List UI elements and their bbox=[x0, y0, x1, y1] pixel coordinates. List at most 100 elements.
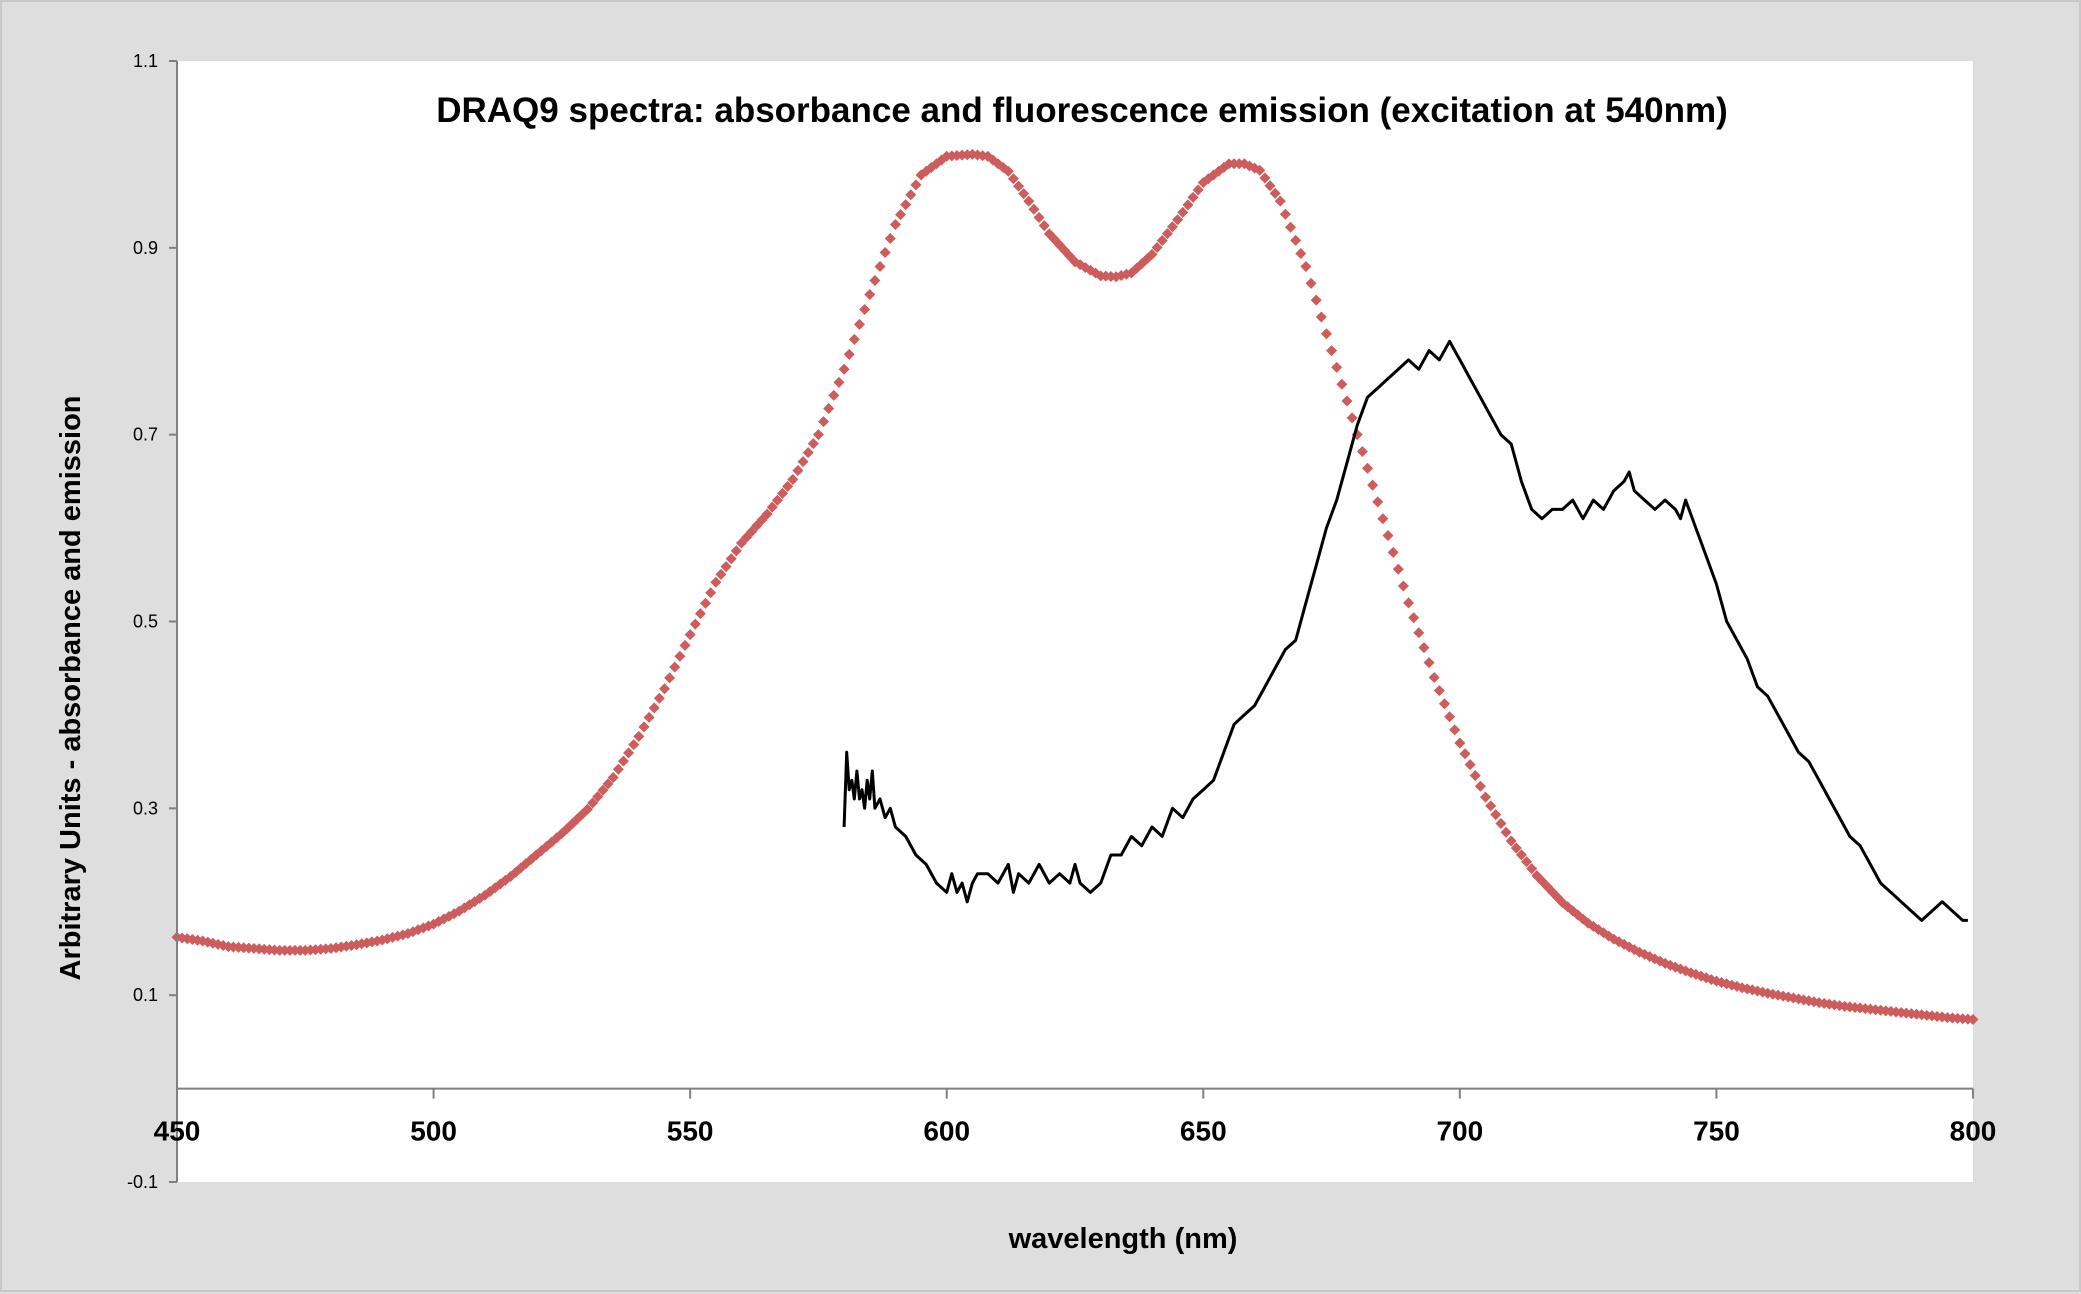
absorbance-marker bbox=[1305, 277, 1317, 289]
absorbance-marker bbox=[905, 189, 917, 201]
absorbance-marker bbox=[1361, 462, 1373, 474]
x-tick-label: 450 bbox=[154, 1116, 201, 1147]
absorbance-marker bbox=[807, 438, 819, 450]
absorbance-marker bbox=[1510, 842, 1522, 854]
absorbance-marker bbox=[1290, 234, 1302, 246]
absorbance-marker bbox=[1151, 241, 1163, 253]
absorbance-marker bbox=[1274, 195, 1286, 207]
absorbance-marker bbox=[715, 568, 727, 580]
absorbance-marker bbox=[864, 289, 876, 301]
absorbance-marker bbox=[766, 501, 778, 513]
absorbance-marker bbox=[1156, 235, 1168, 247]
absorbance-marker bbox=[628, 739, 640, 751]
absorbance-marker bbox=[787, 474, 799, 486]
absorbance-marker bbox=[895, 209, 907, 221]
absorbance-marker bbox=[848, 333, 860, 345]
x-tick-label: 550 bbox=[667, 1116, 714, 1147]
absorbance-marker bbox=[833, 376, 845, 388]
absorbance-marker bbox=[1392, 563, 1404, 575]
absorbance-marker bbox=[782, 480, 794, 492]
absorbance-marker bbox=[684, 629, 696, 641]
y-tick-label: -0.1 bbox=[127, 1172, 158, 1192]
absorbance-series bbox=[171, 148, 1979, 1025]
absorbance-marker bbox=[694, 608, 706, 620]
absorbance-marker bbox=[623, 747, 635, 759]
x-axis-title: wavelength (nm) bbox=[1008, 1223, 1238, 1255]
absorbance-marker bbox=[592, 791, 604, 803]
absorbance-marker bbox=[1331, 361, 1343, 373]
absorbance-marker bbox=[771, 494, 783, 506]
absorbance-marker bbox=[797, 456, 809, 468]
absorbance-marker bbox=[658, 683, 670, 695]
absorbance-marker bbox=[1336, 378, 1348, 390]
absorbance-marker bbox=[582, 803, 594, 815]
absorbance-marker bbox=[602, 778, 614, 790]
absorbance-marker bbox=[638, 721, 650, 733]
y-tick-label: 0.5 bbox=[133, 612, 158, 632]
absorbance-marker bbox=[1464, 759, 1476, 771]
absorbance-marker bbox=[802, 447, 814, 459]
absorbance-marker bbox=[1490, 809, 1502, 821]
emission-series-line bbox=[842, 339, 1968, 922]
x-tick-label: 700 bbox=[1436, 1116, 1483, 1147]
absorbance-marker bbox=[1454, 737, 1466, 749]
absorbance-marker bbox=[617, 755, 629, 767]
y-tick-label: 0.1 bbox=[133, 985, 158, 1005]
absorbance-marker bbox=[1259, 172, 1271, 184]
absorbance-marker bbox=[792, 465, 804, 477]
absorbance-marker bbox=[1377, 513, 1389, 525]
absorbance-marker bbox=[725, 553, 737, 565]
absorbance-marker bbox=[1418, 642, 1430, 654]
absorbance-marker bbox=[1397, 580, 1409, 592]
absorbance-marker bbox=[1459, 748, 1471, 760]
absorbance-marker bbox=[1341, 395, 1353, 407]
absorbance-marker bbox=[1382, 530, 1394, 542]
chart-title: DRAQ9 spectra: absorbance and fluorescen… bbox=[436, 91, 1728, 130]
absorbance-marker bbox=[1018, 188, 1030, 200]
y-tick-label: 0.9 bbox=[133, 238, 158, 258]
absorbance-marker bbox=[859, 303, 871, 315]
y-tick-label: 1.1 bbox=[133, 51, 158, 71]
absorbance-marker bbox=[1013, 180, 1025, 192]
absorbance-marker bbox=[689, 618, 701, 630]
absorbance-marker bbox=[1264, 180, 1276, 192]
absorbance-marker bbox=[1428, 672, 1440, 684]
absorbance-marker bbox=[1295, 247, 1307, 259]
absorbance-marker bbox=[900, 199, 912, 211]
absorbance-marker bbox=[869, 275, 881, 287]
absorbance-marker bbox=[1403, 597, 1415, 609]
absorbance-marker bbox=[612, 763, 624, 775]
absorbance-marker bbox=[1146, 248, 1158, 260]
absorbance-marker bbox=[607, 772, 619, 784]
absorbance-marker bbox=[1346, 412, 1358, 424]
absorbance-marker bbox=[1367, 479, 1379, 491]
absorbance-marker bbox=[1449, 724, 1461, 736]
y-tick-label: 0.3 bbox=[133, 798, 158, 818]
x-tick-label: 800 bbox=[1950, 1116, 1997, 1147]
absorbance-marker bbox=[1254, 164, 1266, 176]
absorbance-marker bbox=[587, 797, 599, 809]
absorbance-marker bbox=[1480, 791, 1492, 803]
absorbance-marker bbox=[1161, 228, 1173, 240]
absorbance-marker bbox=[1187, 191, 1199, 203]
absorbance-marker bbox=[879, 247, 891, 259]
absorbance-marker bbox=[597, 784, 609, 796]
absorbance-marker bbox=[1474, 780, 1486, 792]
x-tick-label: 750 bbox=[1693, 1116, 1740, 1147]
absorbance-marker bbox=[730, 545, 742, 557]
absorbance-marker bbox=[853, 318, 865, 330]
absorbance-marker bbox=[1320, 328, 1332, 340]
x-tick-label: 500 bbox=[410, 1116, 457, 1147]
absorbance-marker bbox=[1192, 184, 1204, 196]
absorbance-marker bbox=[1469, 769, 1481, 781]
absorbance-marker bbox=[761, 508, 773, 520]
y-axis-title: Arbitrary Units - absorbance and emissio… bbox=[55, 396, 87, 981]
absorbance-marker bbox=[1356, 445, 1368, 457]
absorbance-marker bbox=[1028, 203, 1040, 215]
absorbance-marker bbox=[1413, 627, 1425, 639]
absorbance-marker bbox=[910, 179, 922, 191]
absorbance-marker bbox=[1279, 208, 1291, 220]
absorbance-marker bbox=[674, 650, 686, 662]
